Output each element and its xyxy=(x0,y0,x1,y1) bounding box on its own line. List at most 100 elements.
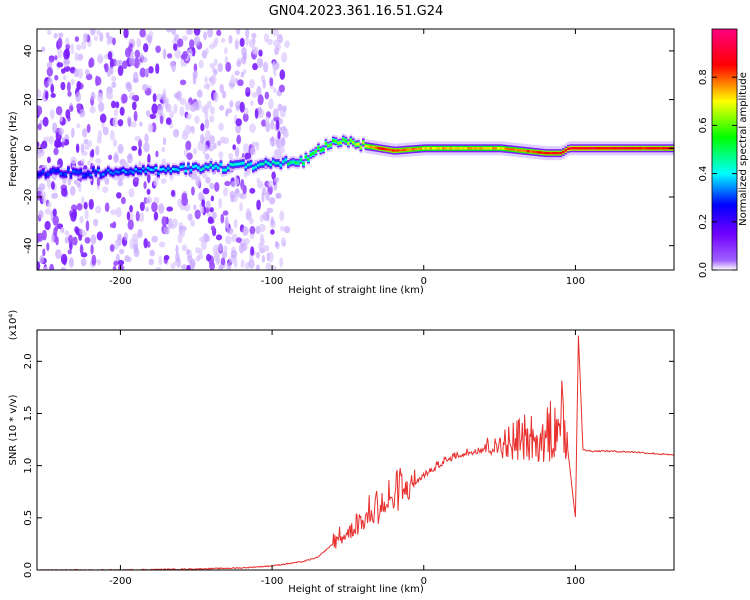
ridge-core xyxy=(484,147,488,150)
noise-blob xyxy=(68,257,74,268)
noise-blob xyxy=(214,250,221,260)
noise-blob xyxy=(199,133,205,144)
noise-blob xyxy=(137,228,143,238)
noise-blob xyxy=(112,265,117,270)
noise-blob xyxy=(47,77,53,86)
noise-blob xyxy=(204,111,209,119)
noise-blob xyxy=(145,206,149,213)
ridge-core xyxy=(304,155,308,158)
noise-blob xyxy=(158,241,166,248)
ridge-core xyxy=(229,163,233,166)
noise-blob xyxy=(219,83,224,93)
ridge-core xyxy=(519,149,523,152)
noise-blob xyxy=(129,55,136,66)
noise-blob xyxy=(138,212,145,223)
ridge-core xyxy=(82,174,85,177)
noise-blob xyxy=(274,47,279,56)
ridge-core xyxy=(507,147,510,151)
noise-blob xyxy=(37,105,43,116)
noise-blob xyxy=(52,215,59,226)
snr-ylabel: SNR (10 * v/v) xyxy=(8,394,19,465)
noise-blob xyxy=(84,236,91,244)
noise-blob xyxy=(77,68,84,79)
ridge-core xyxy=(267,162,270,165)
noise-blob xyxy=(86,123,91,133)
noise-blob xyxy=(229,100,234,108)
noise-blob xyxy=(60,68,66,74)
noise-blob xyxy=(166,103,172,113)
noise-blob xyxy=(41,229,47,241)
noise-blob xyxy=(213,91,219,103)
noise-blob xyxy=(239,101,245,113)
noise-blob xyxy=(186,152,193,160)
noise-blob xyxy=(259,233,264,244)
noise-blob xyxy=(205,47,209,55)
noise-blob xyxy=(202,187,210,195)
noise-blob xyxy=(275,119,280,131)
ridge-core xyxy=(102,173,105,176)
noise-blob xyxy=(256,85,262,97)
noise-blob xyxy=(218,151,224,159)
noise-blob xyxy=(252,63,258,71)
noise-blob xyxy=(193,36,201,47)
noise-blob xyxy=(63,75,67,81)
noise-blob xyxy=(279,69,286,80)
noise-blob xyxy=(256,180,264,189)
ridge-core xyxy=(609,147,613,150)
ridge-core xyxy=(187,165,190,168)
ridge-core xyxy=(452,147,455,150)
noise-blob xyxy=(235,237,242,243)
ridge-core xyxy=(649,147,653,150)
noise-blob xyxy=(139,121,143,127)
noise-blob xyxy=(272,29,279,37)
ridge-core xyxy=(582,147,585,150)
noise-blob xyxy=(37,232,41,244)
snr-frame xyxy=(36,329,675,571)
x-tick-label: 0 xyxy=(421,576,427,587)
noise-blob xyxy=(158,203,165,214)
noise-blob xyxy=(105,91,112,100)
ridge-core xyxy=(327,144,330,148)
ridge-core xyxy=(572,147,575,150)
noise-blob xyxy=(152,93,157,103)
noise-blob xyxy=(262,79,266,89)
noise-blob xyxy=(37,261,41,270)
noise-blob xyxy=(220,37,226,43)
ridge-core xyxy=(614,147,618,150)
ridge-core xyxy=(162,167,165,171)
ridge-core xyxy=(599,147,603,150)
noise-blob xyxy=(268,251,274,263)
ridge-core xyxy=(307,158,310,161)
noise-blob xyxy=(89,106,96,114)
ridge-core xyxy=(117,171,120,174)
ridge-core xyxy=(487,147,490,150)
noise-blob xyxy=(250,146,256,156)
ridge-core xyxy=(382,147,385,151)
noise-blob xyxy=(92,219,98,226)
noise-blob xyxy=(156,93,162,101)
ridge-core xyxy=(407,148,410,151)
noise-blob xyxy=(171,218,178,228)
ridge-core xyxy=(667,147,670,150)
noise-blob xyxy=(194,247,201,254)
noise-blob xyxy=(235,104,240,112)
noise-blob xyxy=(226,227,234,235)
noise-blob xyxy=(149,113,156,120)
noise-blob xyxy=(84,144,90,150)
ridge-core xyxy=(397,149,400,152)
noise-blob xyxy=(55,105,63,116)
noise-blob xyxy=(205,176,211,184)
noise-blob xyxy=(60,267,66,270)
ridge-core xyxy=(137,169,140,173)
noise-blob xyxy=(272,60,277,71)
ridge-core xyxy=(197,166,200,169)
noise-blob xyxy=(210,195,215,202)
noise-blob xyxy=(148,258,155,266)
noise-blob xyxy=(74,226,79,234)
noise-blob xyxy=(141,83,149,91)
noise-blob xyxy=(245,35,249,46)
noise-blob xyxy=(173,33,180,42)
ridge-core xyxy=(367,145,370,148)
noise-blob xyxy=(234,146,240,158)
noise-blob xyxy=(65,109,71,120)
